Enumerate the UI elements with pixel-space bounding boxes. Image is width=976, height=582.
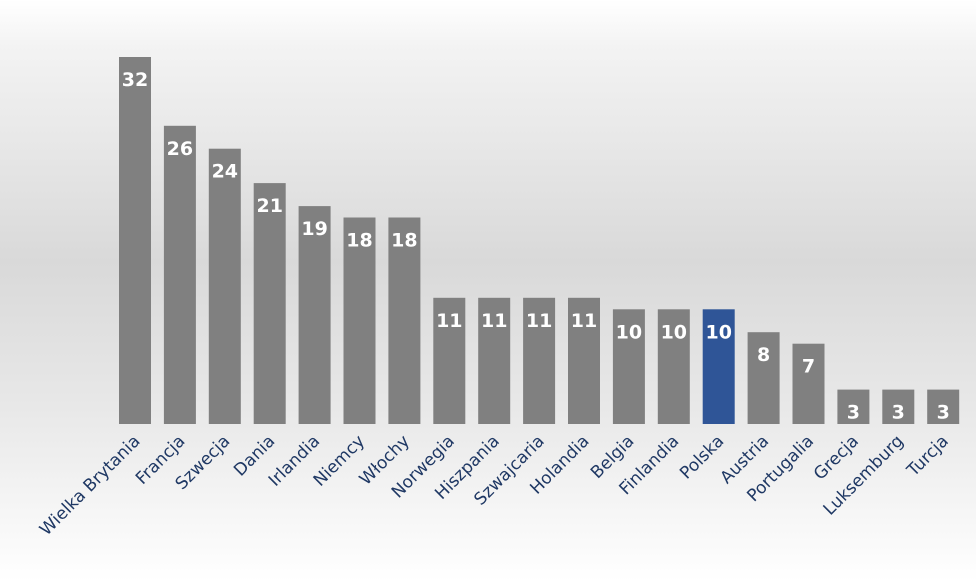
data-label-irlandia: 19 <box>301 218 327 240</box>
bar-francja <box>163 125 196 425</box>
bar-hiszpania <box>478 297 511 424</box>
bar-grecja <box>837 389 870 424</box>
bar-luksemburg <box>882 389 915 424</box>
bar-polska <box>702 309 735 424</box>
data-label-polska: 10 <box>705 321 731 343</box>
data-label-finlandia: 10 <box>661 321 687 343</box>
data-labels-layer: 32 26 24 21 19 18 18 11 11 11 11 10 10 10 8 7 3 3 3 <box>122 69 950 424</box>
bar-niemcy <box>343 217 376 424</box>
data-label-turcja: 3 <box>937 402 950 424</box>
bar-holandia <box>568 297 600 424</box>
data-label-grecja: 3 <box>847 402 860 424</box>
bar-wlochy <box>388 217 421 424</box>
data-label-niemcy: 18 <box>346 230 372 252</box>
bar-wielka-brytania <box>119 57 151 424</box>
category-label-wielka-brytania: Wielka Brytania <box>36 431 144 539</box>
data-label-luksemburg: 3 <box>892 402 905 424</box>
category-label-turcja: Turcja <box>903 431 953 481</box>
bar-norwegia <box>433 297 466 424</box>
data-label-belgia: 10 <box>616 321 642 343</box>
bar-irlandia <box>298 206 331 424</box>
data-label-szwajcaria: 11 <box>526 310 552 332</box>
bar-szwecja <box>208 148 241 424</box>
bar-szwajcaria <box>523 297 556 424</box>
bar-dania <box>253 183 286 424</box>
bar-austria <box>747 332 780 424</box>
bar-turcja <box>927 389 960 424</box>
data-label-wlochy: 18 <box>391 230 417 252</box>
data-label-hiszpania: 11 <box>481 310 507 332</box>
bar-finlandia <box>657 309 690 424</box>
data-label-holandia: 11 <box>571 310 597 332</box>
data-label-wielka-brytania: 32 <box>122 69 148 91</box>
data-label-szwecja: 24 <box>212 161 238 183</box>
bar-belgia <box>612 309 645 424</box>
data-label-austria: 8 <box>757 344 770 366</box>
data-label-francja: 26 <box>167 138 193 160</box>
data-label-dania: 21 <box>256 195 282 217</box>
data-label-portugalia: 7 <box>802 356 815 378</box>
category-labels-layer: Wielka BrytaniaFrancjaSzwecjaDaniaIrland… <box>36 431 953 539</box>
bars-layer <box>119 57 960 425</box>
bar-portugalia <box>792 343 825 424</box>
data-label-norwegia: 11 <box>436 310 462 332</box>
